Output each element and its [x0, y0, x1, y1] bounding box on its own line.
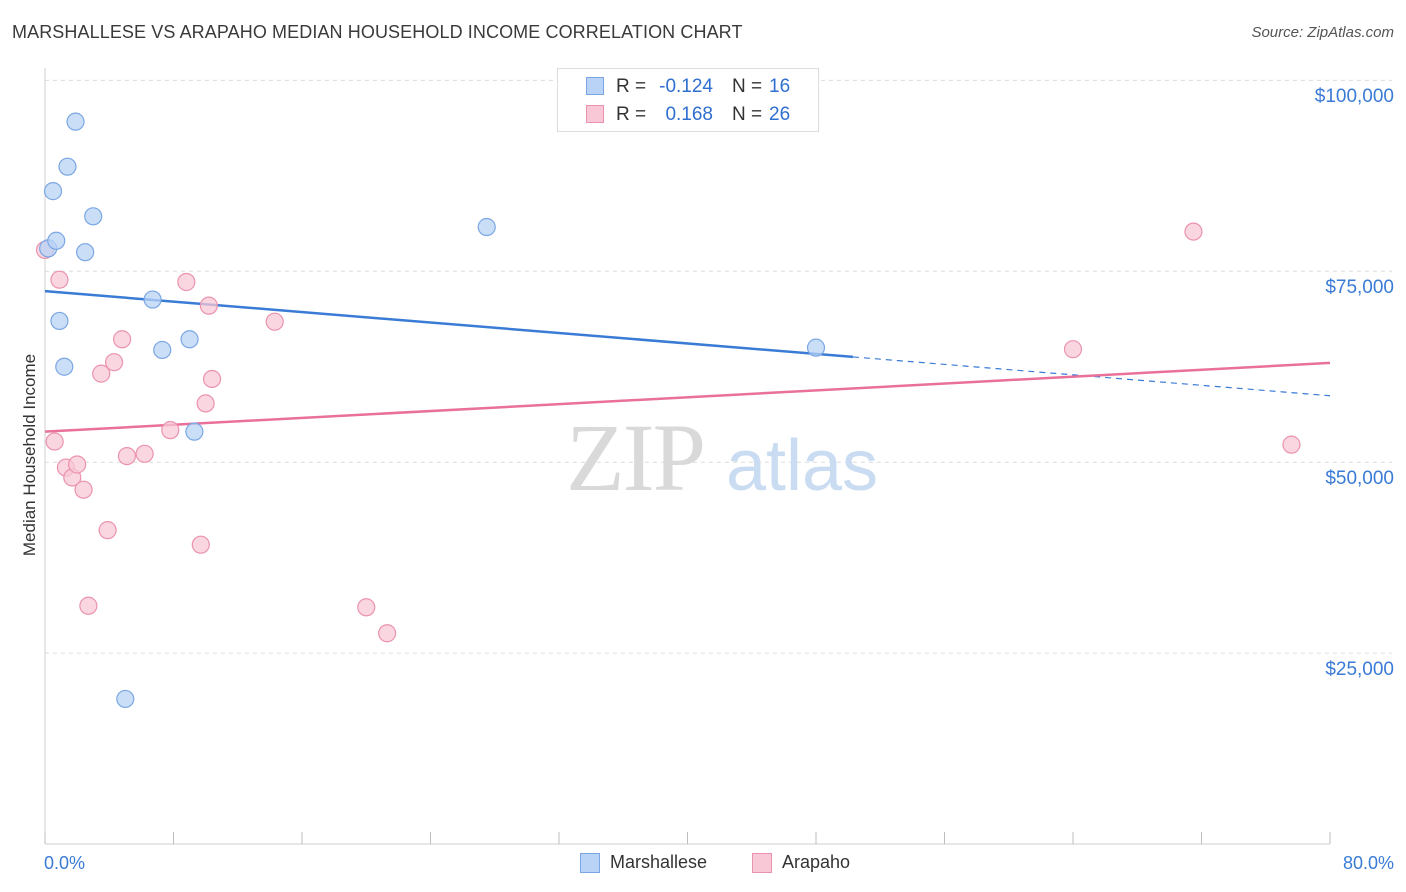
- point-arapaho: [161, 421, 180, 440]
- n-value: 16: [769, 76, 791, 97]
- point-arapaho: [117, 446, 137, 466]
- arapaho-swatch: [586, 105, 604, 123]
- point-arapaho: [378, 624, 397, 643]
- point-arapaho: [98, 521, 117, 540]
- point-marshallese: [180, 330, 199, 349]
- correlation-stats-box: R = -0.124 N = 16 R = 0.168 N = 26: [557, 68, 819, 132]
- point-arapaho: [191, 535, 210, 554]
- chart-title: MARSHALLESE VS ARAPAHO MEDIAN HOUSEHOLD …: [12, 22, 743, 42]
- n-label: N =: [732, 76, 763, 97]
- point-arapaho: [199, 296, 218, 315]
- point-arapaho: [45, 432, 64, 451]
- point-arapaho: [196, 394, 215, 413]
- point-arapaho: [135, 444, 154, 463]
- y-tick-label: $25,000: [1325, 659, 1394, 680]
- watermark-zip: ZIP: [566, 404, 704, 511]
- trendline-arapaho: [44, 361, 1331, 433]
- point-arapaho: [50, 270, 69, 289]
- point-arapaho: [92, 364, 111, 383]
- y-axis-label: Median Household Income: [20, 353, 39, 557]
- point-marshallese: [43, 182, 63, 201]
- stats-row-marshallese: R = -0.124 N = 16: [558, 72, 818, 100]
- point-arapaho: [79, 596, 98, 615]
- watermark-atlas: atlas: [726, 426, 878, 506]
- point-marshallese: [50, 311, 69, 331]
- y-tick-label: $100,000: [1314, 86, 1394, 107]
- point-arapaho: [74, 480, 93, 499]
- legend-swatch-marshallese: [580, 853, 600, 874]
- point-arapaho: [1282, 435, 1301, 454]
- point-marshallese: [143, 290, 162, 309]
- point-marshallese: [66, 112, 85, 131]
- point-arapaho: [1063, 340, 1083, 359]
- marshallese-swatch: [586, 77, 604, 95]
- trendline-marshallese: [44, 289, 854, 359]
- point-arapaho: [265, 312, 284, 331]
- point-arapaho: [357, 598, 376, 617]
- point-arapaho: [68, 455, 87, 474]
- x-tick-min: 0.0%: [44, 853, 86, 873]
- y-tick-label: $75,000: [1325, 277, 1394, 298]
- x-tick-max: 80.0%: [1342, 853, 1394, 873]
- point-marshallese: [84, 207, 103, 226]
- r-value: -0.124: [659, 76, 713, 97]
- r-label: R =: [616, 104, 647, 125]
- point-marshallese: [47, 231, 66, 250]
- legend-label: Marshallese: [610, 852, 708, 872]
- point-arapaho: [1184, 222, 1203, 241]
- source-label: Source: ZipAtlas.com: [1251, 24, 1394, 41]
- r-label: R =: [616, 76, 647, 97]
- legend-item-marshallese[interactable]: Marshallese: [580, 852, 708, 874]
- point-marshallese: [477, 217, 496, 237]
- point-arapaho: [202, 369, 222, 389]
- trendline-marshallese-extension: [852, 356, 1331, 397]
- n-value: 26: [769, 104, 791, 125]
- point-marshallese: [153, 340, 172, 360]
- point-arapaho: [112, 330, 132, 349]
- legend-item-arapaho[interactable]: Arapaho: [752, 852, 851, 874]
- legend-label: Arapaho: [782, 852, 851, 872]
- point-arapaho: [104, 353, 124, 372]
- r-value: 0.168: [665, 104, 713, 125]
- point-arapaho: [177, 272, 196, 292]
- y-tick-label: $50,000: [1325, 468, 1394, 489]
- point-marshallese: [55, 357, 74, 376]
- point-marshallese: [58, 157, 77, 176]
- point-marshallese: [116, 689, 135, 709]
- stats-row-arapaho: R = 0.168 N = 26: [558, 100, 818, 128]
- point-marshallese: [806, 338, 826, 357]
- point-marshallese: [76, 243, 95, 262]
- legend-swatch-arapaho: [752, 853, 772, 874]
- n-label: N =: [732, 104, 763, 125]
- point-marshallese: [185, 422, 204, 441]
